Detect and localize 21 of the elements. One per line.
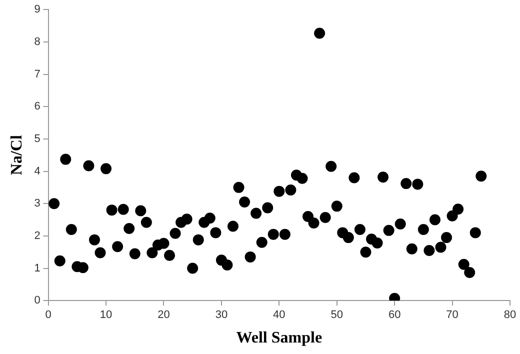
- y-tick-label: 7: [34, 68, 40, 80]
- x-tick-label: 20: [158, 309, 170, 322]
- y-tick-label: 3: [34, 198, 40, 210]
- y-tick-label: 2: [34, 230, 40, 242]
- x-tick-label: 0: [45, 309, 52, 322]
- y-tick-label: 0: [34, 294, 40, 307]
- x-tick-label: 40: [273, 309, 286, 322]
- x-tick-label: 80: [504, 309, 516, 322]
- y-tick-label: 8: [34, 36, 40, 48]
- x-tick-label: 70: [446, 309, 458, 322]
- y-tick-label: 4: [34, 165, 40, 178]
- x-tick-label: 50: [330, 309, 343, 322]
- y-tick-label: 6: [34, 100, 40, 113]
- y-tick-label: 1: [34, 262, 40, 274]
- x-tick-label: 60: [388, 309, 401, 322]
- x-tick-label: 30: [215, 309, 228, 322]
- x-axis-title: Well Sample: [236, 330, 322, 347]
- y-tick-label: 9: [34, 4, 40, 16]
- x-tick-label: 10: [100, 309, 112, 322]
- y-axis-title: Na/Cl: [8, 134, 26, 176]
- y-tick-label: 5: [34, 132, 40, 145]
